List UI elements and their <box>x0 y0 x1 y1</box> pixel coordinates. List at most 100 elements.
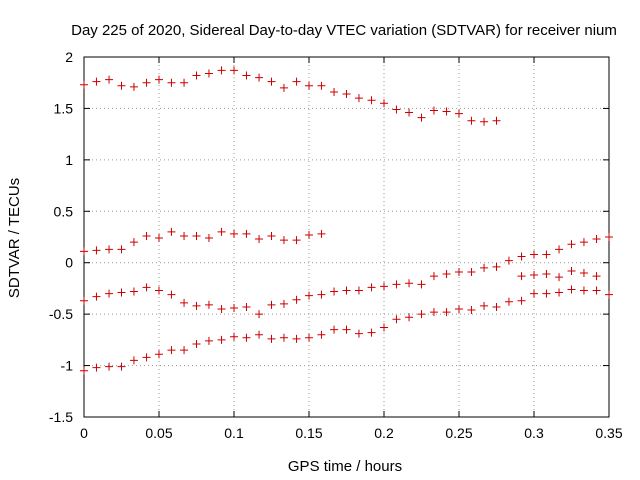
y-tick-label: 1 <box>65 152 73 168</box>
data-point <box>542 270 551 279</box>
data-point <box>442 107 451 116</box>
data-point <box>367 328 376 337</box>
grid <box>84 57 609 417</box>
data-point <box>180 231 189 240</box>
data-point <box>592 272 601 281</box>
data-point <box>80 247 88 256</box>
data-point <box>517 296 526 305</box>
data-point <box>217 335 226 344</box>
data-point <box>217 305 226 313</box>
data-point <box>429 308 438 317</box>
data-point <box>417 113 426 122</box>
x-axis-label: GPS time / hours <box>288 458 402 475</box>
data-point <box>330 87 339 96</box>
data-point <box>442 270 451 279</box>
data-point <box>105 245 114 254</box>
data-point <box>242 333 251 342</box>
data-point <box>455 305 463 313</box>
data-point <box>204 69 213 78</box>
data-point <box>230 303 238 312</box>
data-point <box>105 289 114 298</box>
data-point <box>317 290 326 299</box>
data-point <box>267 77 276 86</box>
data-point <box>330 287 339 296</box>
data-point <box>579 286 588 295</box>
y-tick-label: -1.5 <box>49 409 73 425</box>
data-point <box>142 78 151 87</box>
data-point <box>292 334 301 343</box>
data-point <box>592 235 601 244</box>
data-point <box>392 280 401 289</box>
data-point <box>279 299 288 308</box>
data-point <box>530 250 538 259</box>
data-point <box>455 267 463 276</box>
data-point <box>242 229 251 238</box>
data-point <box>354 286 363 295</box>
data-point <box>480 117 489 126</box>
data-point <box>492 302 501 311</box>
data-point <box>555 288 564 297</box>
data-point <box>92 292 101 301</box>
data-point <box>204 300 213 309</box>
data-point <box>142 231 151 240</box>
data-point <box>504 297 513 306</box>
data-point <box>255 330 264 339</box>
data-point <box>92 246 101 255</box>
data-point <box>542 289 551 298</box>
data-point <box>405 313 414 322</box>
plot-frame <box>83 56 610 418</box>
data-point <box>567 266 576 275</box>
data-point <box>180 298 189 307</box>
y-tick-label: 0 <box>65 255 73 271</box>
data-point <box>380 282 388 291</box>
x-tick-label: 0.1 <box>224 425 244 441</box>
x-tick-labels: 0 0.05 0.1 0.15 0.2 0.25 0.3 0.35 <box>80 425 623 441</box>
data-point <box>117 245 126 254</box>
data-point <box>155 350 163 359</box>
data-point <box>167 290 176 299</box>
data-point <box>255 73 264 82</box>
data-point <box>467 306 476 315</box>
series-4 <box>80 285 613 375</box>
data-point <box>367 283 376 292</box>
data-point <box>492 116 501 125</box>
data-point <box>167 346 176 355</box>
data-point <box>230 66 238 75</box>
data-point <box>230 332 238 341</box>
data-point <box>567 285 576 294</box>
data-point <box>342 90 351 99</box>
data-point <box>480 263 489 272</box>
data-point <box>155 234 163 243</box>
series-3 <box>80 233 613 319</box>
data-point <box>605 290 613 299</box>
data-point <box>392 315 401 324</box>
data-point <box>605 233 613 241</box>
data-point <box>567 240 576 249</box>
data-point <box>167 227 176 236</box>
data-point <box>305 291 313 300</box>
data-point <box>192 339 201 348</box>
data-point <box>80 80 88 89</box>
data-point <box>429 106 438 115</box>
data-point <box>467 116 476 125</box>
data-point <box>279 83 288 92</box>
data-point <box>317 229 326 238</box>
data-point <box>217 227 226 236</box>
data-point <box>117 81 126 90</box>
data-point <box>380 323 388 332</box>
data-point <box>167 78 176 87</box>
data-point <box>342 325 351 334</box>
data-point <box>204 336 213 345</box>
data-point <box>417 280 426 289</box>
data-point <box>155 75 163 84</box>
data-point <box>255 235 264 244</box>
data-point <box>267 300 276 309</box>
x-tick-label: 0.3 <box>524 425 544 441</box>
data-point <box>92 77 101 86</box>
data-point <box>517 252 526 261</box>
data-point <box>192 231 201 240</box>
y-tick-label: 0.5 <box>54 203 74 219</box>
data-point <box>392 105 401 114</box>
y-tick-label: -0.5 <box>49 306 73 322</box>
data-point <box>92 363 101 372</box>
